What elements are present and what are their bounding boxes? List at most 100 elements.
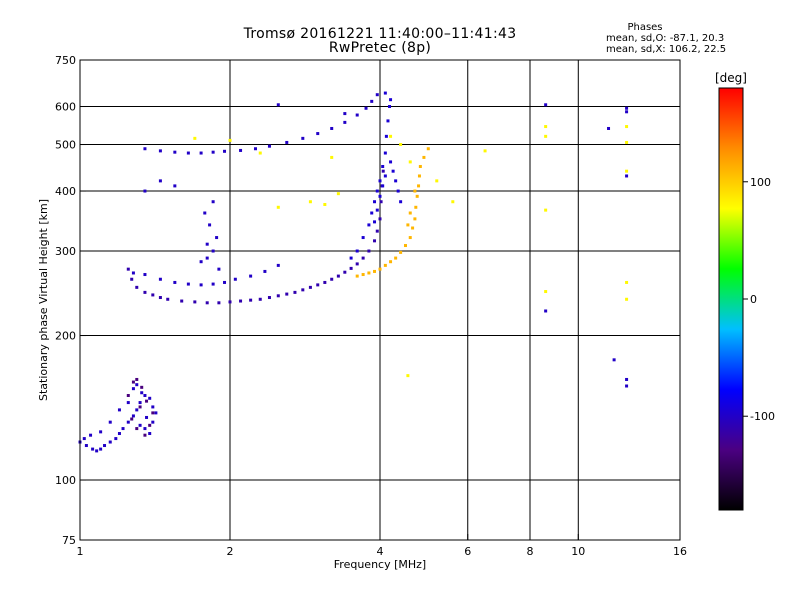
- data-point: [126, 267, 130, 271]
- data-point: [422, 155, 426, 159]
- data-point: [148, 396, 152, 400]
- colorbar-tick-label: -100: [750, 410, 775, 423]
- data-point: [403, 244, 407, 248]
- data-point: [173, 184, 177, 188]
- data-point: [612, 358, 616, 362]
- data-point: [135, 285, 139, 289]
- data-points: [78, 91, 629, 453]
- data-point: [378, 179, 382, 183]
- data-point: [117, 408, 121, 412]
- x-tick-label: 8: [527, 545, 534, 558]
- data-point: [151, 293, 155, 297]
- data-point: [263, 269, 267, 273]
- y-tick-label: 75: [62, 534, 76, 547]
- data-point: [308, 285, 312, 289]
- data-point: [148, 432, 152, 436]
- data-point: [211, 282, 215, 286]
- data-point: [625, 125, 629, 129]
- data-point: [361, 236, 365, 240]
- x-axis-label: Frequency [MHz]: [334, 558, 426, 571]
- data-point: [544, 208, 548, 212]
- data-point: [276, 205, 280, 209]
- data-point: [293, 290, 297, 294]
- data-point: [336, 274, 340, 278]
- data-point: [367, 249, 371, 253]
- data-point: [135, 427, 139, 431]
- data-point: [211, 150, 215, 154]
- data-point: [223, 280, 227, 284]
- colorbar: [deg] -100 0 100: [715, 71, 775, 511]
- data-point: [373, 220, 377, 224]
- data-point: [391, 169, 395, 173]
- x-tick-label: 1: [77, 545, 84, 558]
- data-point: [84, 444, 88, 448]
- data-point: [249, 274, 253, 278]
- data-point: [375, 229, 379, 233]
- data-point: [151, 405, 155, 409]
- phase-stats-o: mean, sd,O: -87.1, 20.3: [606, 33, 725, 44]
- data-point: [316, 283, 320, 287]
- data-point: [233, 277, 237, 281]
- data-point: [138, 405, 142, 409]
- data-point: [330, 126, 334, 130]
- data-point: [199, 260, 203, 264]
- data-point: [135, 377, 139, 381]
- data-point: [406, 374, 410, 378]
- data-point: [375, 208, 379, 212]
- data-point: [285, 292, 289, 296]
- data-point: [381, 164, 385, 168]
- data-point: [451, 200, 455, 204]
- data-point: [625, 169, 629, 173]
- data-point: [138, 423, 142, 427]
- chart-title: Tromsø 20161221 11:40:00–11:41:43: [243, 26, 517, 42]
- data-point: [173, 280, 177, 284]
- data-point: [411, 226, 415, 230]
- data-point: [389, 134, 393, 138]
- data-point: [417, 184, 421, 188]
- data-point: [355, 113, 359, 117]
- data-point: [253, 147, 257, 151]
- data-point: [418, 164, 422, 168]
- y-tick-label: 600: [55, 101, 76, 114]
- data-point: [361, 256, 365, 260]
- data-point: [413, 189, 417, 193]
- phase-stats-x: mean, sd,X: 106.2, 22.5: [606, 44, 727, 55]
- data-point: [143, 290, 147, 294]
- data-point: [249, 298, 253, 302]
- data-point: [267, 144, 271, 148]
- x-tick-label: 2: [227, 545, 234, 558]
- data-point: [378, 217, 382, 221]
- data-point: [544, 103, 548, 107]
- data-point: [408, 160, 412, 164]
- data-point: [130, 277, 134, 281]
- data-point: [82, 437, 86, 441]
- data-point: [215, 236, 219, 240]
- x-tick-label: 6: [464, 545, 471, 558]
- data-point: [378, 267, 382, 271]
- data-point: [217, 267, 221, 271]
- data-point: [383, 151, 387, 155]
- data-point: [180, 299, 184, 303]
- data-point: [166, 297, 170, 301]
- data-point: [330, 155, 334, 159]
- data-point: [228, 300, 232, 304]
- data-point: [396, 189, 400, 193]
- data-point: [355, 274, 359, 278]
- data-point: [381, 169, 385, 173]
- data-point: [406, 223, 410, 227]
- data-point: [199, 283, 203, 287]
- data-point: [103, 444, 107, 448]
- data-point: [381, 184, 385, 188]
- data-point: [399, 200, 403, 204]
- data-point: [383, 91, 387, 95]
- data-point: [211, 200, 215, 204]
- y-tick-label: 200: [55, 330, 76, 343]
- data-point: [151, 411, 155, 415]
- data-point: [223, 149, 227, 153]
- data-point: [483, 149, 487, 153]
- data-point: [276, 103, 280, 107]
- data-point: [108, 420, 112, 424]
- data-point: [131, 271, 135, 275]
- data-point: [173, 150, 177, 154]
- data-point: [343, 270, 347, 274]
